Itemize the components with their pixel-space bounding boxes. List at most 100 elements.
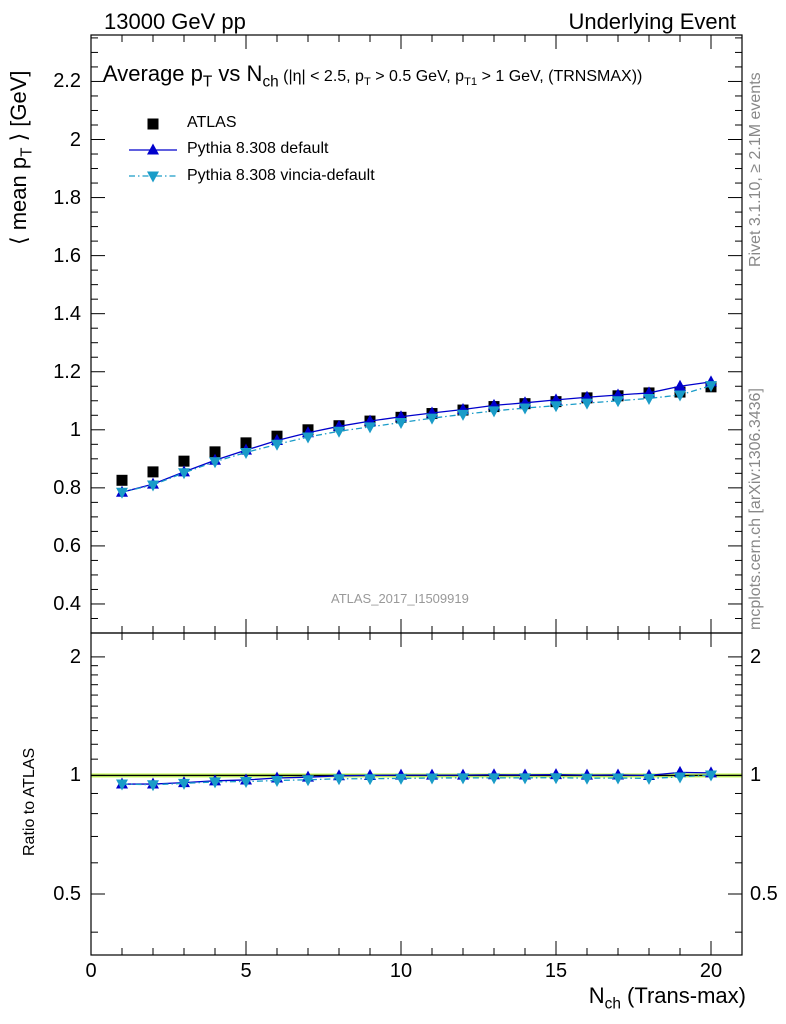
y-axis-label-main: ⟨ mean pT ⟩ [GeV] [6,70,36,245]
data-point-pythia-vincia [333,426,345,438]
data-point-atlas [147,466,159,478]
y-tick-label-main: 1.6 [53,244,81,267]
x-axis-label: Nch (Trans-max) [589,985,746,1012]
data-point-atlas [178,455,190,467]
y-tick-label-ratio: 0.5 [53,882,81,905]
x-axis-label-a: N [588,983,605,1008]
data-point-pythia-default [674,379,686,391]
data-point-pythia-vincia [550,401,562,413]
data-point-atlas [209,446,221,458]
data-point-pythia-vincia [488,406,500,418]
title-main-a: Average p [103,61,203,86]
x-axis-label-sub: ch [604,995,621,1013]
title-cuts-c: > 1 GeV, (TRNSMAX)) [477,68,643,85]
ratio-point-pythia-vincia [147,780,159,792]
data-point-pythia-vincia [271,439,283,451]
title-cuts-a: (|η| < 2.5, p [278,68,364,85]
analysis-watermark: ATLAS_2017_I1509919 [331,591,469,606]
ratio-point-pythia-vincia [643,773,655,785]
data-point-pythia-vincia [643,393,655,405]
y-tick-label-ratio: 2 [69,645,81,668]
y-tick-label-main: 2 [69,128,81,151]
y-tick-label-main: 1.4 [53,302,81,325]
data-point-pythia-vincia [457,409,469,421]
title-cuts-b: > 0.5 GeV, p [370,68,465,85]
ratio-point-pythia-vincia [271,775,283,787]
ratio-point-pythia-vincia [364,774,376,786]
legend-marker-pythia-vincia [147,171,159,183]
data-point-pythia-vincia [581,398,593,410]
title-cuts-sub-a: T [363,76,371,89]
y-axis-label-main-b: ⟩ [GeV] [6,70,31,148]
legend-marker-atlas [147,118,159,130]
ratio-point-pythia-vincia [333,774,345,786]
header-left: 13000 GeV pp [104,9,246,34]
y-axis-label-main-sub: T [18,147,36,157]
data-point-pythia-vincia [116,487,128,499]
y-tick-label-main: 1.2 [53,360,81,383]
ratio-point-pythia-vincia [612,773,624,785]
ratio-point-pythia-vincia [395,773,407,785]
ratio-point-pythia-vincia [581,773,593,785]
ratio-point-pythia-vincia [457,773,469,785]
ratio-point-pythia-vincia [178,778,190,790]
title-main-b: vs N [212,61,263,86]
y-tick-label-ratio-right: 0.5 [750,882,778,905]
ratio-point-pythia-vincia [116,779,128,791]
legend-markers [129,118,177,183]
mcplots-label: mcplots.cern.ch [arXiv:1306.3436] [747,388,764,630]
plot-title: Average pT vs Nch (|η| < 2.5, pT > 0.5 G… [103,63,642,90]
rivet-label: Rivet 3.1.10, ≥ 2.1M events [747,72,764,267]
y-tick-label-main: 1.8 [53,186,81,209]
legend-marker-pythia-default [147,143,159,155]
data-point-pythia-vincia [395,418,407,430]
x-tick-label: 15 [544,960,568,982]
y-tick-label-main: 0.8 [53,476,81,499]
legend-label-pythia-vincia: Pythia 8.308 vincia-default [187,167,375,184]
data-point-atlas [240,437,252,449]
ratio-point-pythia-vincia [488,773,500,785]
y-tick-label-ratio-right: 2 [750,645,762,668]
ratio-point-pythia-vincia [209,777,221,789]
y-tick-label-ratio-right: 1 [750,764,762,787]
ratio-frame [90,632,743,956]
data-point-pythia-vincia [240,447,252,459]
data-point-pythia-vincia [209,457,221,469]
ratio-point-pythia-vincia [705,770,717,782]
title-cuts-sub-b: T1 [464,76,478,89]
x-tick-label: 0 [85,960,97,982]
series-line-main-2 [121,385,712,493]
data-point-pythia-vincia [364,422,376,434]
data-point-pythia-vincia [178,468,190,480]
data-point-pythia-vincia [519,403,531,415]
ratio-point-pythia-vincia [519,773,531,785]
y-axis-label-main-a: ⟨ mean p [6,156,31,245]
title-main-sub-a: T [202,73,213,91]
ratio-point-pythia-vincia [302,775,314,787]
series-line-ratio-2 [121,774,712,786]
data-point-atlas [116,474,128,486]
data-point-pythia-vincia [426,413,438,425]
y-tick-label-main: 0.4 [53,592,81,615]
x-tick-label: 5 [240,960,252,982]
data-point-pythia-vincia [147,480,159,492]
ratio-point-pythia-vincia [240,777,252,789]
y-tick-label-ratio: 1 [69,764,81,787]
axis-ticks [90,35,743,955]
data-point-pythia-vincia [302,432,314,444]
ratio-point-pythia-vincia [426,773,438,785]
x-axis-label-b: (Trans-max) [620,983,746,1008]
header-right: Underlying Event [568,9,736,34]
legend-label-pythia-default: Pythia 8.308 default [187,140,329,157]
ratio-panel [90,632,743,956]
title-main-sub-b: ch [262,73,279,91]
y-axis-label-ratio: Ratio to ATLAS [21,747,38,856]
legend-label-atlas: ATLAS [187,114,237,131]
ratio-point-pythia-vincia [550,773,562,785]
data-point-pythia-vincia [674,390,686,402]
data-point-pythia-vincia [705,381,717,393]
y-tick-label-main: 0.6 [53,534,81,557]
y-tick-label-main: 1 [69,418,81,441]
x-tick-label: 10 [389,960,413,982]
